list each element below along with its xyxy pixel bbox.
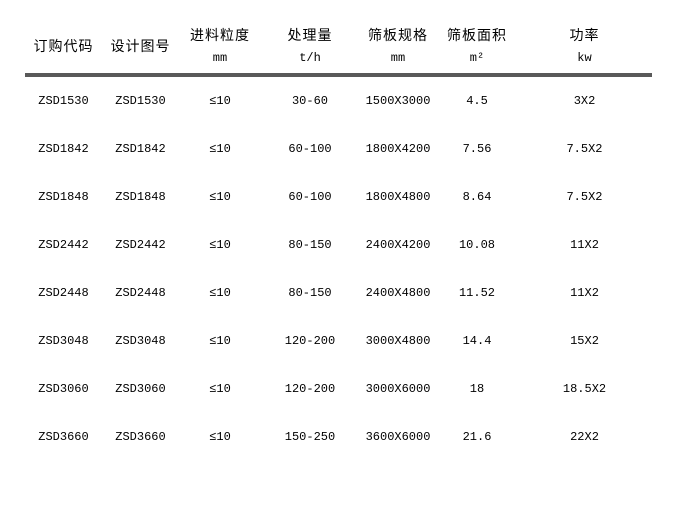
table-cell: 80-150 <box>288 286 332 300</box>
table-cell: ≤10 <box>209 334 231 348</box>
column-header: 设计图号 <box>102 40 179 54</box>
table-cell: ZSD3060 <box>38 382 89 396</box>
table-cell: ZSD1530 <box>115 94 166 108</box>
table-row: ZSD2448 ZSD2448 ≤10 80-150 2400X4800 11.52 11X… <box>25 269 652 317</box>
column-header-unit: mm <box>212 51 228 65</box>
table-cell: ZSD3660 <box>38 430 89 444</box>
column-header-unit: mm <box>390 51 406 65</box>
table-cell: 3000X6000 <box>365 382 431 396</box>
column-header-label: 订购代码 <box>33 38 94 55</box>
table-row: ZSD1842 ZSD1842 ≤10 60-100 1800X4200 7.56 7.5X… <box>25 125 652 173</box>
table-cell: ZSD1530 <box>38 94 89 108</box>
table-cell: 80-150 <box>288 238 332 252</box>
table-cell: 60-100 <box>288 142 332 156</box>
table-cell: ZSD1842 <box>38 142 89 156</box>
table-cell: 1800X4800 <box>365 190 431 204</box>
table-cell: ZSD1848 <box>115 190 166 204</box>
column-header: 处理量 t/h <box>261 29 359 64</box>
column-header: 筛板面积 m² <box>437 29 517 64</box>
column-header-unit: m² <box>469 51 485 65</box>
column-header-unit: t/h <box>299 51 321 65</box>
table-row: ZSD3060 ZSD3060 ≤10 120-200 3000X6000 18 18.5X… <box>25 365 652 413</box>
table-cell: 120-200 <box>284 382 336 396</box>
column-header: 进料粒度 mm <box>179 29 261 64</box>
column-header-label: 功率 <box>569 28 600 44</box>
table-cell: ZSD2442 <box>115 238 166 252</box>
table-cell: 22X2 <box>570 430 599 444</box>
table-cell: ZSD1842 <box>115 142 166 156</box>
table-cell: 11.52 <box>458 286 495 300</box>
table-cell: 60-100 <box>288 190 332 204</box>
table-cell: ≤10 <box>209 382 231 396</box>
table-cell: 1500X3000 <box>365 94 431 108</box>
table-cell: 30-60 <box>291 94 328 108</box>
table-cell: ZSD1848 <box>38 190 89 204</box>
table-cell: 2400X4800 <box>365 286 431 300</box>
table-cell: 14.4 <box>462 334 492 348</box>
table-cell: 1800X4200 <box>365 142 431 156</box>
column-header-label: 进料粒度 <box>190 28 250 44</box>
table-cell: ≤10 <box>209 142 231 156</box>
table-body: ZSD1530 ZSD1530 ≤10 30-60 1500X3000 4.5 3X2 ZSD… <box>25 77 652 461</box>
table-header-row: 订购代码 设计图号 进料粒度 mm 处理量 t/h 筛板规格 mm 筛板面积 m² 功率 kw <box>25 20 652 73</box>
table-cell: 15X2 <box>570 334 599 348</box>
column-header-label: 筛板面积 <box>447 28 507 44</box>
table-cell: ZSD2448 <box>38 286 89 300</box>
table-cell: 3600X6000 <box>365 430 431 444</box>
table-cell: 11X2 <box>570 238 599 252</box>
table-cell: 18 <box>469 382 485 396</box>
table-cell: 7.5X2 <box>566 142 603 156</box>
table-cell: ZSD2448 <box>115 286 166 300</box>
table-cell: ≤10 <box>209 94 231 108</box>
column-header-label: 设计图号 <box>110 38 171 55</box>
column-header-label: 筛板规格 <box>368 28 428 44</box>
table-cell: 11X2 <box>570 286 599 300</box>
column-header: 订购代码 <box>25 40 102 54</box>
table-row: ZSD3048 ZSD3048 ≤10 120-200 3000X4800 14.4 15X… <box>25 317 652 365</box>
table-cell: ZSD3060 <box>115 382 166 396</box>
table-cell: ZSD3048 <box>38 334 89 348</box>
table-cell: ≤10 <box>209 430 231 444</box>
table-cell: 8.64 <box>462 190 492 204</box>
table-cell: ≤10 <box>209 190 231 204</box>
table-cell: 21.6 <box>462 430 492 444</box>
column-header: 筛板规格 mm <box>359 29 437 64</box>
table-cell: ≤10 <box>209 286 231 300</box>
table-cell: 150-250 <box>284 430 336 444</box>
spec-table: 订购代码 设计图号 进料粒度 mm 处理量 t/h 筛板规格 mm 筛板面积 m² 功率 kw ZSD… <box>25 20 652 461</box>
table-row: ZSD1530 ZSD1530 ≤10 30-60 1500X3000 4.5 3X2 <box>25 77 652 125</box>
header-divider <box>25 73 652 77</box>
table-cell: 2400X4200 <box>365 238 431 252</box>
table-row: ZSD3660 ZSD3660 ≤10 150-250 3600X6000 21.6 22X… <box>25 413 652 461</box>
table-cell: ZSD3660 <box>115 430 166 444</box>
table-cell: 10.08 <box>458 238 495 252</box>
column-header: 功率 kw <box>517 29 652 64</box>
table-cell: 3000X4800 <box>365 334 431 348</box>
table-cell: ZSD2442 <box>38 238 89 252</box>
table-cell: 120-200 <box>284 334 336 348</box>
table-cell: ZSD3048 <box>115 334 166 348</box>
table-cell: 7.5X2 <box>566 190 603 204</box>
table-cell: 7.56 <box>462 142 492 156</box>
table-row: ZSD2442 ZSD2442 ≤10 80-150 2400X4200 10.08 11X… <box>25 221 652 269</box>
table-cell: 4.5 <box>466 94 488 108</box>
table-cell: 3X2 <box>573 94 596 108</box>
table-row: ZSD1848 ZSD1848 ≤10 60-100 1800X4800 8.64 7.5X… <box>25 173 652 221</box>
table-cell: 18.5X2 <box>562 382 607 396</box>
column-header-label: 处理量 <box>287 28 333 44</box>
column-header-unit: kw <box>577 51 592 65</box>
table-cell: ≤10 <box>209 238 231 252</box>
